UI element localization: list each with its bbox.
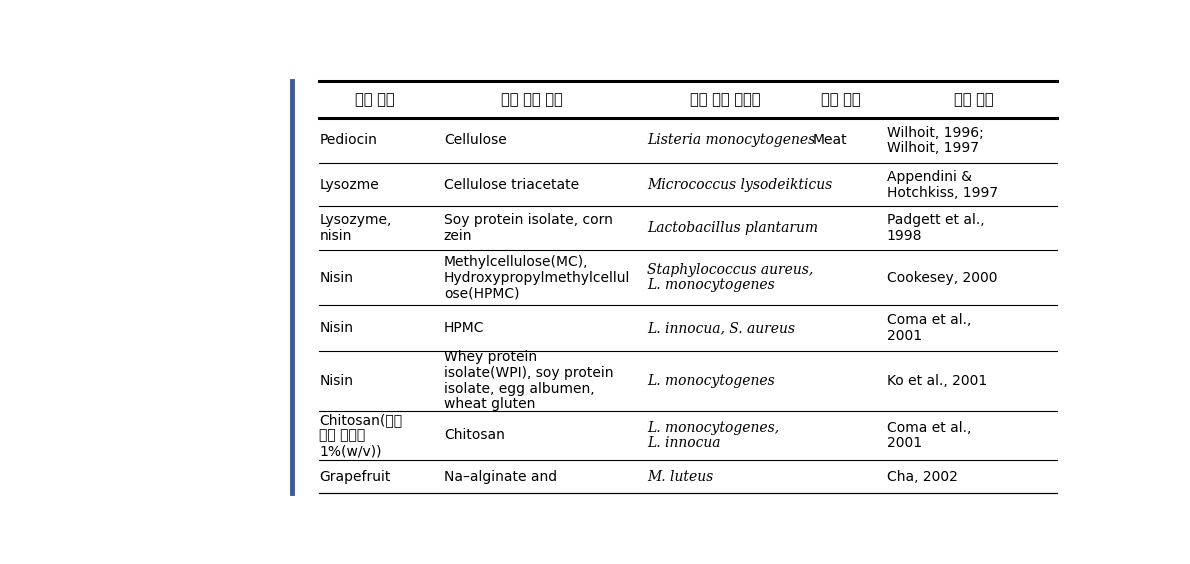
Text: L. monocytogenes: L. monocytogenes bbox=[647, 374, 775, 388]
Text: Methylcellulose(MC),: Methylcellulose(MC), bbox=[444, 255, 588, 269]
Text: Wilhoit, 1997: Wilhoit, 1997 bbox=[887, 141, 978, 155]
Text: M. luteus: M. luteus bbox=[647, 470, 713, 484]
Text: Grapefruit: Grapefruit bbox=[319, 470, 390, 484]
Text: L. monocytogenes: L. monocytogenes bbox=[647, 279, 775, 292]
Text: 필름 기초 물질: 필름 기초 물질 bbox=[501, 92, 563, 107]
Text: nisin: nisin bbox=[319, 229, 352, 243]
Text: Coma et al.,: Coma et al., bbox=[887, 421, 971, 435]
Text: Cellulose: Cellulose bbox=[444, 133, 507, 147]
Text: Whey protein: Whey protein bbox=[444, 350, 537, 364]
Text: L. innocua: L. innocua bbox=[647, 437, 720, 450]
Text: 1%(w/v)): 1%(w/v)) bbox=[319, 444, 382, 458]
Text: zein: zein bbox=[444, 229, 472, 243]
Text: 1998: 1998 bbox=[887, 229, 922, 243]
Text: Staphylococcus aureus,: Staphylococcus aureus, bbox=[647, 263, 813, 277]
Text: 형성 용액의: 형성 용액의 bbox=[319, 429, 365, 443]
Text: Ko et al., 2001: Ko et al., 2001 bbox=[887, 374, 987, 388]
Text: Padgett et al.,: Padgett et al., bbox=[887, 213, 984, 227]
Text: Nisin: Nisin bbox=[319, 271, 353, 285]
Text: 억제 대상 미생물: 억제 대상 미생물 bbox=[690, 92, 760, 107]
Text: isolate(WPI), soy protein: isolate(WPI), soy protein bbox=[444, 366, 613, 380]
Text: Meat: Meat bbox=[813, 133, 847, 147]
Text: Hydroxypropylmethylcellul: Hydroxypropylmethylcellul bbox=[444, 271, 631, 285]
Text: Nisin: Nisin bbox=[319, 374, 353, 388]
Text: Coma et al.,: Coma et al., bbox=[887, 314, 971, 327]
Text: ose(HPMC): ose(HPMC) bbox=[444, 286, 519, 300]
Text: Lysozyme,: Lysozyme, bbox=[319, 213, 392, 227]
Text: Soy protein isolate, corn: Soy protein isolate, corn bbox=[444, 213, 613, 227]
Text: Hotchkiss, 1997: Hotchkiss, 1997 bbox=[887, 186, 997, 200]
Text: Wilhoit, 1996;: Wilhoit, 1996; bbox=[887, 126, 983, 139]
Text: Cookesey, 2000: Cookesey, 2000 bbox=[887, 271, 997, 285]
Text: 참고 문헌: 참고 문헌 bbox=[954, 92, 994, 107]
Text: Chitosan(필름: Chitosan(필름 bbox=[319, 413, 402, 427]
Text: Chitosan: Chitosan bbox=[444, 429, 505, 443]
Text: Lactobacillus plantarum: Lactobacillus plantarum bbox=[647, 221, 818, 235]
Text: HPMC: HPMC bbox=[444, 321, 484, 335]
Text: 2001: 2001 bbox=[887, 437, 922, 450]
Text: Micrococcus lysodeikticus: Micrococcus lysodeikticus bbox=[647, 178, 832, 192]
Text: Listeria monocytogenes: Listeria monocytogenes bbox=[647, 133, 815, 147]
Text: Na–alginate and: Na–alginate and bbox=[444, 470, 557, 484]
Text: Nisin: Nisin bbox=[319, 321, 353, 335]
Text: 적용 식품: 적용 식품 bbox=[821, 92, 860, 107]
Text: 2001: 2001 bbox=[887, 329, 922, 343]
Text: wheat gluten: wheat gluten bbox=[444, 397, 536, 411]
Text: Appendini &: Appendini & bbox=[887, 170, 971, 184]
Text: Cha, 2002: Cha, 2002 bbox=[887, 470, 958, 484]
Text: Lysozme: Lysozme bbox=[319, 178, 380, 192]
Text: isolate, egg albumen,: isolate, egg albumen, bbox=[444, 382, 595, 395]
Text: Pediocin: Pediocin bbox=[319, 133, 377, 147]
Text: 항균 물질: 항균 물질 bbox=[355, 92, 395, 107]
Text: Cellulose triacetate: Cellulose triacetate bbox=[444, 178, 580, 192]
Text: L. innocua, S. aureus: L. innocua, S. aureus bbox=[647, 321, 795, 335]
Text: L. monocytogenes,: L. monocytogenes, bbox=[647, 421, 779, 435]
